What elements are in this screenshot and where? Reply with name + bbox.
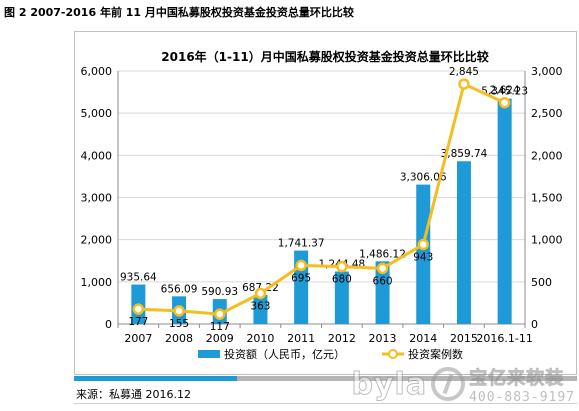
line-value-label: 660 [373,275,393,287]
line-value-label: 2,845 [449,66,479,78]
line-point [336,260,348,273]
legend-line-label: 投资案例数 [408,347,463,361]
line-point [458,78,470,90]
bar [497,98,512,324]
line-point [173,305,185,317]
legend-bar-swatch [198,350,220,358]
legend-bar-label: 投资额（人民币，亿元） [224,347,345,361]
bar [253,295,268,324]
bar-value-label: 590.93 [201,286,238,298]
legend-line-marker [388,349,398,359]
line-value-label: 117 [210,321,230,333]
x-axis-category-label: 2014 [409,332,437,345]
right-axis: 0 500 1,000 1,500 2,000 2,500 3,000 [524,65,563,331]
line-value-label: 943 [413,251,433,263]
left-axis-tick-label: 5,000 [81,107,113,120]
left-axis-tick-label: 0 [105,318,112,331]
line-point [295,259,307,272]
bar-value-label: 1,741.37 [278,238,325,250]
line-point [498,96,511,109]
left-axis-tick-label: 2,000 [81,234,113,247]
left-axis-tick-label: 1,000 [81,276,113,289]
x-axis-category-label: 2007 [124,332,152,345]
right-axis-tick-label: 500 [531,276,552,289]
bar-value-label: 1,486.12 [359,248,406,260]
line-value-label: 155 [169,318,189,330]
right-axis-tick-label: 2,000 [531,149,563,162]
left-axis-tick-label: 4,000 [81,149,113,162]
right-axis-tick-label: 0 [531,318,538,331]
x-axis-category-label: 2010 [246,332,274,345]
x-axis-category-label: 2015 [450,332,478,345]
bar [416,184,431,324]
footer-stripe-gray [237,376,577,381]
footer-stripe-blue [74,376,237,381]
line-point [214,308,226,320]
legend: 投资额（人民币，亿元） 投资案例数 [198,347,463,361]
x-axis-category-label: 2016.1-11 [476,332,532,345]
line-value-label: 2,624 [490,85,520,97]
line-series [132,78,511,320]
line-value-label: 177 [128,316,148,328]
line-value-label: 680 [332,274,352,286]
line-value-label: 363 [250,300,270,312]
chart-frame [74,31,577,375]
footer-rule [74,403,577,404]
line-point [254,287,267,300]
bar-value-label: 656.09 [161,283,198,295]
line-point [417,238,429,251]
left-axis: 0 1,000 2,000 3,000 4,000 5,000 6,000 [81,65,119,331]
bar-value-label: 3,306.06 [400,172,447,184]
bar-value-label: 5,345.23 [481,86,528,98]
left-axis-tick-label: 6,000 [81,65,113,78]
right-axis-tick-label: 1,000 [531,234,563,247]
x-axis-category-label: 2008 [165,332,193,345]
line-point [132,303,145,315]
x-axis-category-label: 2012 [328,332,356,345]
bar [456,161,471,324]
right-axis-tick-label: 3,000 [531,65,563,78]
right-axis-tick-label: 2,500 [531,107,563,120]
bar-value-label: 3,859.74 [441,148,488,160]
chart-title: 2016年（1-11）月中国私募股权投资基金投资总量环比比较 [161,49,488,64]
x-axis-category-label: 2011 [287,332,315,345]
line-point [376,262,389,275]
left-axis-tick-label: 3,000 [81,192,113,205]
right-axis-tick-label: 1,500 [531,192,563,205]
line-value-labels: 177 155 117 363 695 680 660 943 2,845 2,624 [128,66,520,333]
bar [334,271,349,324]
gridlines [118,70,525,283]
x-axis-category-label: 2009 [206,332,234,345]
line-value-label: 695 [291,272,311,284]
figure-caption: 图 2 2007-2016 年前 11 月中国私募股权投资基金投资总量环比比较 [4,6,354,19]
bar [375,261,390,324]
source-note: 来源：私募通 2016.12 [76,388,191,401]
bar-value-label: 935.64 [120,272,157,284]
x-axis-category-label: 2013 [369,332,397,345]
line-path [138,82,506,316]
